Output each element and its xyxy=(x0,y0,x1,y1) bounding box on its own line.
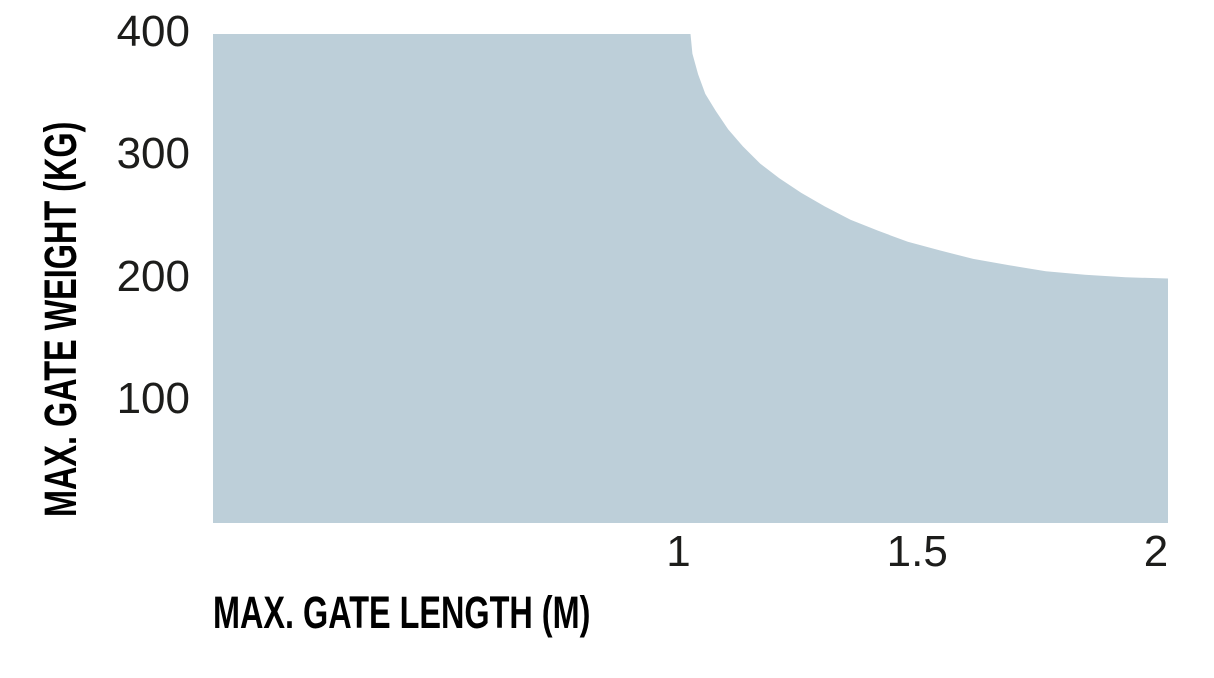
y-axis-title: MAX. GATE WEIGHT (KG) xyxy=(35,121,86,518)
max-weight-area-region xyxy=(213,34,1168,523)
x-tick-label-2: 2 xyxy=(1143,527,1169,576)
y-tick-label-100: 100 xyxy=(116,373,190,423)
y-tick-label-300: 300 xyxy=(116,129,190,179)
x-tick-label-1: 1 xyxy=(666,527,691,576)
y-tick-label-400: 400 xyxy=(116,7,190,56)
x-tick-label-1-5: 1.5 xyxy=(886,527,948,576)
y-tick-label-200: 200 xyxy=(116,251,190,301)
x-axis-title: MAX. GATE LENGTH (M) xyxy=(213,587,591,638)
